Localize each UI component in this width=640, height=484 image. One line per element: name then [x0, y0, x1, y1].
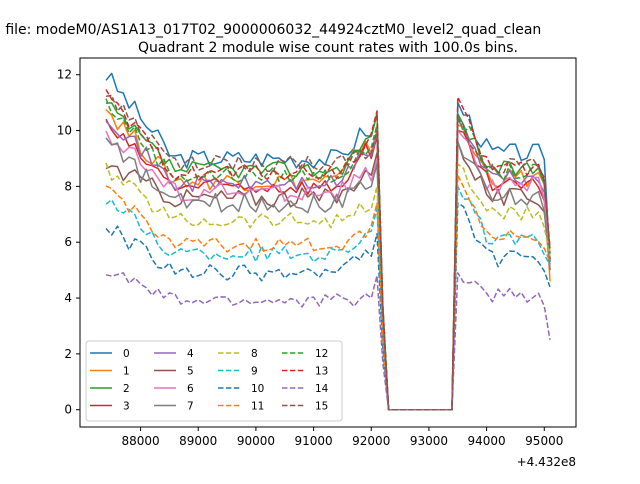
x-tick-label: 90000: [237, 434, 275, 448]
legend-label-3: 3: [123, 401, 130, 413]
legend-label-5: 5: [187, 366, 194, 378]
x-tick-label: 95000: [525, 434, 563, 448]
legend-label-7: 7: [187, 401, 194, 413]
x-offset-text: +4.432e8: [517, 455, 576, 469]
x-tick-label: 92000: [352, 434, 390, 448]
legend-label-12: 12: [315, 348, 328, 360]
legend-label-2: 2: [123, 383, 130, 395]
y-tick-label: 8: [64, 179, 72, 193]
series-layer: [105, 72, 551, 411]
x-tick-label: 93000: [410, 434, 448, 448]
legend-label-15: 15: [315, 401, 328, 413]
series-line-9: [105, 185, 551, 411]
x-tick-label: 89000: [179, 434, 217, 448]
y-tick-label: 4: [64, 291, 72, 305]
series-line-5: [105, 140, 551, 411]
legend-label-0: 0: [123, 348, 130, 360]
legend-label-1: 1: [123, 366, 130, 378]
y-tick-label: 10: [57, 124, 72, 138]
legend-label-11: 11: [251, 401, 264, 413]
y-tick-label: 0: [64, 403, 72, 417]
legend-frame: [85, 340, 343, 422]
series-line-7: [105, 137, 551, 411]
series-line-11: [105, 174, 551, 411]
y-tick-label: 6: [64, 235, 72, 249]
series-line-10: [105, 202, 551, 411]
x-ticks: 88000 89000 90000 91000 92000 93000 94000 95000: [121, 427, 563, 448]
series-line-15: [105, 94, 551, 411]
legend-label-13: 13: [315, 366, 328, 378]
legend-label-6: 6: [187, 383, 194, 395]
legend-label-8: 8: [251, 348, 258, 360]
series-line-13: [105, 89, 551, 411]
series-line-6: [105, 129, 551, 411]
legend-label-10: 10: [251, 383, 264, 395]
legend-label-4: 4: [187, 348, 194, 360]
x-tick-label: 94000: [468, 434, 506, 448]
x-tick-label: 88000: [121, 434, 159, 448]
legend-label-9: 9: [251, 366, 258, 378]
figure-suptitle: n file: modeM0/AS1A13_017T02_9000006032_…: [0, 22, 541, 38]
y-tick-label: 12: [57, 68, 72, 82]
chart-title: Quadrant 2 module wise count rates with …: [138, 40, 518, 56]
legend-label-14: 14: [315, 383, 329, 395]
y-tick-label: 2: [64, 347, 72, 361]
series-line-14: [105, 272, 551, 411]
y-ticks: 0 2 4 6 8 10 12: [57, 68, 80, 417]
series-line-12: [105, 98, 551, 411]
x-tick-label: 91000: [294, 434, 332, 448]
series-line-8: [105, 162, 551, 411]
